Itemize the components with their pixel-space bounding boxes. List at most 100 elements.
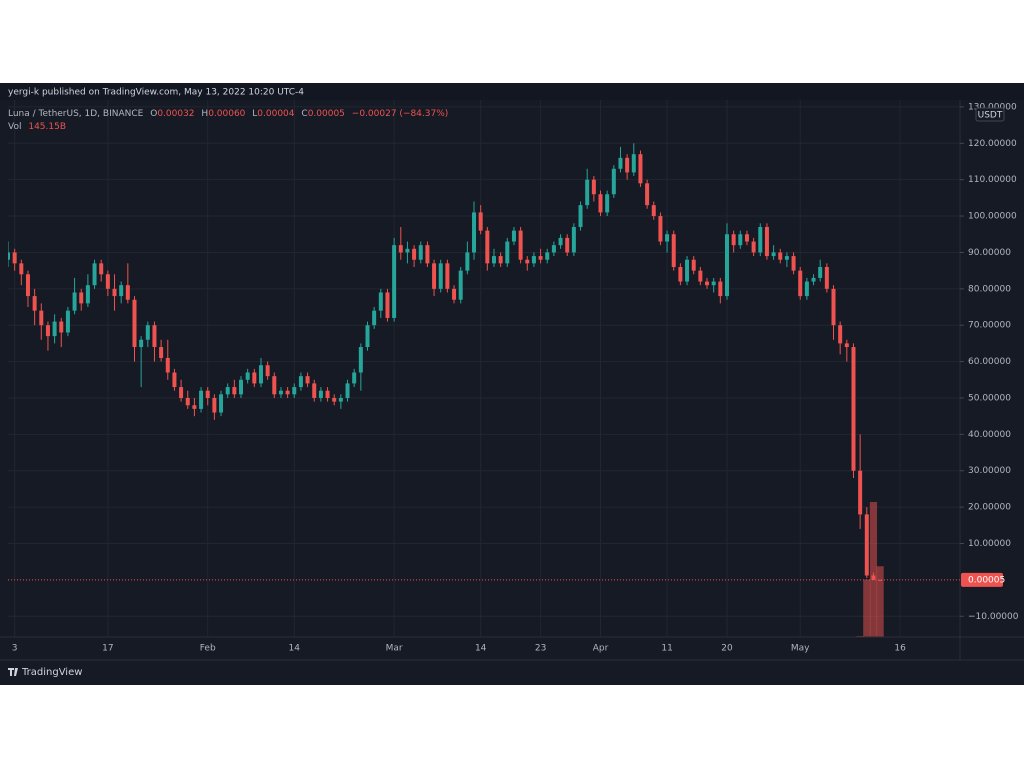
candle-body <box>425 245 430 264</box>
candle-body <box>778 252 783 260</box>
candle-body <box>478 212 483 231</box>
candle-body <box>565 237 570 253</box>
candle-body <box>545 252 550 260</box>
o-value: 0.00032 <box>157 109 194 119</box>
candle-body <box>385 292 390 318</box>
candle-body <box>818 266 823 278</box>
candle-body <box>458 270 463 300</box>
candle-body <box>631 154 636 173</box>
candle-body <box>605 194 610 213</box>
candle-body <box>112 288 117 297</box>
candle-body <box>831 288 836 326</box>
candle-body <box>811 277 816 282</box>
y-tick-label: −10.00000 <box>968 612 1019 622</box>
candle-body <box>179 387 184 398</box>
candle-body <box>405 248 410 253</box>
candle-body <box>185 397 190 406</box>
status-line: Luna / TetherUS, 1D, BINANCE O0.00032 H0… <box>8 109 448 119</box>
volume-bar <box>876 566 884 637</box>
candle-body <box>505 241 510 264</box>
y-tick-label: 50.00000 <box>968 393 1011 403</box>
candle-body <box>618 157 623 169</box>
candle-body <box>125 285 130 300</box>
candle-body <box>651 205 656 217</box>
axes: −10.00000 10.00000 20.00000 30.00000 40.0000… <box>8 102 1019 654</box>
x-tick-label: 23 <box>535 644 546 654</box>
candle-body <box>671 234 676 267</box>
volume-bar <box>869 502 878 637</box>
candle-body <box>525 259 530 264</box>
candle-body <box>372 310 377 326</box>
candle-body <box>278 390 283 395</box>
candle-body <box>258 365 263 384</box>
l-label: L <box>252 109 257 119</box>
candle-body <box>838 325 843 344</box>
candle-body <box>152 325 157 348</box>
candle-body <box>665 234 670 242</box>
candle-body <box>159 347 164 358</box>
x-tick-label: 20 <box>721 644 733 654</box>
candle-body <box>412 248 417 260</box>
x-tick-label: 11 <box>661 644 672 654</box>
candle-body <box>472 212 477 253</box>
candle-body <box>851 347 856 471</box>
candle-body <box>358 347 363 373</box>
candle-body <box>398 245 403 253</box>
candle-body <box>511 230 516 242</box>
currency-box <box>975 107 1005 122</box>
candle-body <box>538 256 543 260</box>
candle-body <box>8 252 10 260</box>
candle-body <box>645 183 650 206</box>
candle-body <box>272 376 277 395</box>
candle-body <box>25 274 30 297</box>
candle-body <box>378 292 383 311</box>
candle-body <box>445 263 450 289</box>
header: yergi-k published on TradingView.com, Ma… <box>8 88 304 98</box>
candles <box>8 143 883 581</box>
candle-body <box>39 310 44 326</box>
candle-body <box>72 292 77 311</box>
x-tick-label: 17 <box>102 644 113 654</box>
candle-body <box>252 372 257 384</box>
candle-body <box>392 245 397 318</box>
volume-name: Vol <box>8 122 21 132</box>
candle-body <box>771 252 776 257</box>
h-value: 0.00060 <box>208 109 245 119</box>
x-tick-label: Apr <box>593 644 609 654</box>
candle-body <box>498 256 503 264</box>
candle-body <box>119 285 124 297</box>
candle-body <box>305 376 310 384</box>
candle-body <box>678 266 683 282</box>
candle-body <box>285 390 290 395</box>
candle-body <box>698 270 703 282</box>
candle-body <box>485 230 490 264</box>
candle-body <box>625 157 630 173</box>
candle-body <box>591 179 596 195</box>
candle-body <box>791 256 796 271</box>
volume-line: Vol 145.15B <box>8 122 66 132</box>
candle-body <box>691 259 696 271</box>
candle-body <box>864 514 869 576</box>
candle-body <box>578 205 583 227</box>
x-tick-label: May <box>791 644 810 654</box>
candle-body <box>145 325 150 340</box>
candle-body <box>724 234 729 297</box>
candle-body <box>798 270 803 297</box>
candle-body <box>491 256 496 264</box>
candle-body <box>139 339 144 348</box>
candle-body <box>172 372 177 388</box>
candle-body <box>85 285 90 304</box>
symbol: Luna / TetherUS, 1D, BINANCE <box>8 109 144 119</box>
candle-body <box>245 372 250 380</box>
l-value: 0.00004 <box>257 109 294 119</box>
candle-body <box>738 234 743 246</box>
candle-body <box>558 237 563 246</box>
y-tick-label: 40.00000 <box>968 430 1011 440</box>
candle-body <box>32 296 37 311</box>
candle-body <box>611 168 616 195</box>
x-tick-label: 14 <box>475 644 487 654</box>
header-bar <box>0 83 1024 100</box>
candle-body <box>232 387 237 395</box>
candle-body <box>598 194 603 213</box>
